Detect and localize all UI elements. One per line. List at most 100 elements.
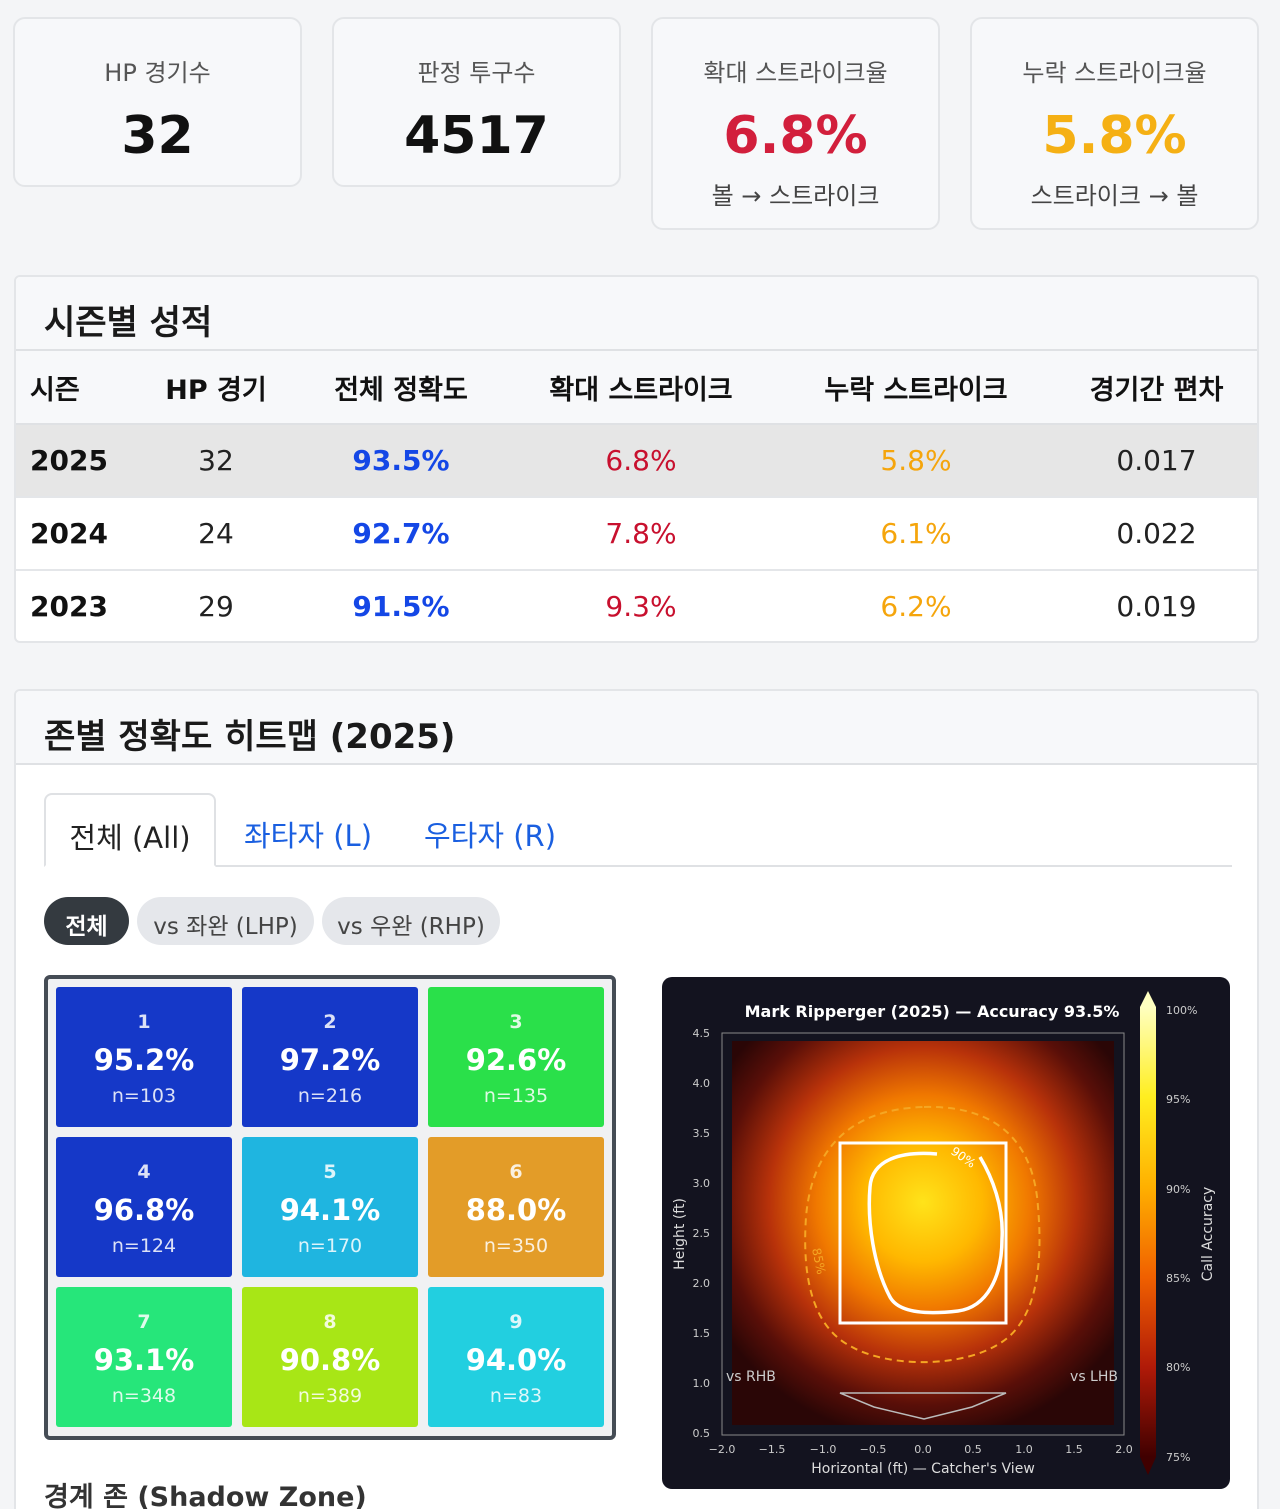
y-axis-label: Height (ft) bbox=[672, 1198, 688, 1270]
label-vs-lhb: vs LHB bbox=[1070, 1369, 1118, 1385]
cell-games: 29 bbox=[136, 570, 296, 641]
col-expanded: 확대 스트라이크 bbox=[506, 351, 776, 425]
x-tick: 0.0 bbox=[914, 1443, 932, 1456]
y-tick: 4.0 bbox=[693, 1077, 711, 1090]
x-tick: 2.0 bbox=[1115, 1443, 1133, 1456]
contour-90 bbox=[867, 1151, 1004, 1315]
accuracy-heatmap-chart: Mark Ripperger (2025) — Accuracy 93.5% 8… bbox=[662, 977, 1230, 1489]
y-tick: 0.5 bbox=[693, 1427, 711, 1440]
col-accuracy: 전체 정확도 bbox=[296, 351, 506, 425]
x-tick: −1.0 bbox=[810, 1443, 837, 1456]
split-tabs: 전체 (All) 좌타자 (L) 우타자 (R) bbox=[44, 793, 1232, 867]
zone-cell-2[interactable]: 2 97.2% n=216 bbox=[242, 987, 418, 1127]
contour-label-85: 85% bbox=[809, 1247, 828, 1276]
y-tick: 2.0 bbox=[693, 1277, 711, 1290]
stat-card-expanded-strike: 확대 스트라이크율 6.8% 볼 → 스트라이크 bbox=[651, 17, 940, 230]
colorbar bbox=[1140, 1007, 1156, 1457]
colorbar-tick: 100% bbox=[1166, 1004, 1197, 1017]
heatmap-surface bbox=[732, 1041, 1114, 1425]
heatmap-svg: Mark Ripperger (2025) — Accuracy 93.5% 8… bbox=[672, 991, 1216, 1477]
cell-accuracy: 92.7% bbox=[296, 497, 506, 571]
col-season: 시즌 bbox=[16, 351, 136, 425]
season-panel: 시즌별 성적 시즌 HP 경기 전체 정확도 확대 스트라이크 누락 스트라이크… bbox=[14, 275, 1259, 643]
cell-games: 32 bbox=[136, 424, 296, 498]
zone-number: 4 bbox=[137, 1161, 151, 1183]
cell-season: 2023 bbox=[16, 570, 136, 641]
zone-number: 5 bbox=[323, 1161, 337, 1183]
colorbar-top-arrow bbox=[1140, 991, 1156, 1007]
zone-accuracy: 92.6% bbox=[465, 1043, 567, 1077]
tab-right-batter[interactable]: 우타자 (R) bbox=[423, 819, 557, 853]
zone-count: n=83 bbox=[489, 1385, 543, 1407]
zone-number: 3 bbox=[509, 1011, 523, 1033]
col-games: HP 경기 bbox=[136, 351, 296, 425]
plot-frame bbox=[721, 1032, 1125, 1436]
zone-cell-6[interactable]: 6 88.0% n=350 bbox=[428, 1137, 604, 1277]
colorbar-tick: 90% bbox=[1166, 1183, 1190, 1196]
stat-card-pitches: 판정 투구수 4517 bbox=[332, 17, 621, 187]
zone-number: 6 bbox=[509, 1161, 523, 1183]
stat-value: 4517 bbox=[404, 106, 549, 166]
stat-sub: 스트라이크 → 볼 bbox=[1030, 182, 1199, 210]
cell-missed: 5.8% bbox=[776, 424, 1056, 498]
stat-label: 판정 투구수 bbox=[417, 59, 536, 87]
table-header-row: 시즌 HP 경기 전체 정확도 확대 스트라이크 누락 스트라이크 경기간 편차 bbox=[16, 351, 1257, 425]
cell-deviation: 0.019 bbox=[1056, 570, 1257, 641]
tab-all[interactable]: 전체 (All) bbox=[44, 793, 216, 867]
strike-zone-box bbox=[838, 1141, 1008, 1325]
zone-number: 8 bbox=[323, 1311, 337, 1333]
stat-value: 32 bbox=[121, 106, 194, 166]
zone-count: n=103 bbox=[111, 1085, 177, 1107]
cell-accuracy: 91.5% bbox=[296, 570, 506, 641]
zone-cell-3[interactable]: 3 92.6% n=135 bbox=[428, 987, 604, 1127]
stat-card-missed-strike: 누락 스트라이크율 5.8% 스트라이크 → 볼 bbox=[970, 17, 1259, 230]
pill-vs-lhp[interactable]: vs 좌완 (LHP) bbox=[137, 897, 314, 945]
stat-value: 5.8% bbox=[1042, 106, 1187, 166]
shadow-zone-title: 경계 존 (Shadow Zone) bbox=[44, 1482, 367, 1509]
stat-label: 누락 스트라이크율 bbox=[1022, 59, 1207, 87]
stat-label: 확대 스트라이크율 bbox=[703, 59, 888, 87]
zone-cell-4[interactable]: 4 96.8% n=124 bbox=[56, 1137, 232, 1277]
zone-cell-1[interactable]: 1 95.2% n=103 bbox=[56, 987, 232, 1127]
pill-all[interactable]: 전체 bbox=[44, 897, 129, 945]
chart-title: Mark Ripperger (2025) — Accuracy 93.5% bbox=[745, 1002, 1120, 1021]
y-tick: 4.5 bbox=[693, 1027, 711, 1040]
zone-cell-5[interactable]: 5 94.1% n=170 bbox=[242, 1137, 418, 1277]
tab-left-batter[interactable]: 좌타자 (L) bbox=[243, 819, 373, 853]
stat-label: HP 경기수 bbox=[104, 59, 211, 87]
zone-cell-7[interactable]: 7 93.1% n=348 bbox=[56, 1287, 232, 1427]
cell-season: 2025 bbox=[16, 424, 136, 498]
col-missed: 누락 스트라이크 bbox=[776, 351, 1056, 425]
zone-accuracy: 97.2% bbox=[279, 1043, 381, 1077]
zone-count: n=135 bbox=[483, 1085, 549, 1107]
zone-number: 2 bbox=[323, 1011, 337, 1033]
zone-count: n=348 bbox=[111, 1385, 177, 1407]
zone-number: 7 bbox=[137, 1311, 151, 1333]
x-tick: 1.5 bbox=[1065, 1443, 1083, 1456]
zone-count: n=124 bbox=[111, 1235, 177, 1257]
y-tick: 1.5 bbox=[693, 1327, 711, 1340]
y-tick: 3.0 bbox=[693, 1177, 711, 1190]
zone-accuracy: 93.1% bbox=[93, 1343, 195, 1377]
pill-vs-rhp[interactable]: vs 우완 (RHP) bbox=[322, 897, 500, 945]
x-tick: 0.5 bbox=[964, 1443, 982, 1456]
zone-cell-9[interactable]: 9 94.0% n=83 bbox=[428, 1287, 604, 1427]
colorbar-tick: 75% bbox=[1166, 1451, 1190, 1464]
x-tick: −2.0 bbox=[709, 1443, 736, 1456]
x-axis-label: Horizontal (ft) — Catcher's View bbox=[811, 1461, 1035, 1477]
x-tick: −0.5 bbox=[860, 1443, 887, 1456]
zone-count: n=350 bbox=[483, 1235, 549, 1257]
cell-missed: 6.2% bbox=[776, 570, 1056, 641]
cell-games: 24 bbox=[136, 497, 296, 571]
contour-85 bbox=[804, 1105, 1041, 1364]
zone-cell-8[interactable]: 8 90.8% n=389 bbox=[242, 1287, 418, 1427]
zone-number: 1 bbox=[137, 1011, 151, 1033]
label-vs-rhb: vs RHB bbox=[726, 1369, 776, 1385]
colorbar-tick: 95% bbox=[1166, 1093, 1190, 1106]
heatmap-panel: 존별 정확도 히트맵 (2025) 전체 (All) 좌타자 (L) 우타자 (… bbox=[14, 689, 1259, 1509]
cell-season: 2024 bbox=[16, 497, 136, 571]
home-plate bbox=[839, 1392, 1007, 1420]
zone-count: n=389 bbox=[297, 1385, 363, 1407]
stat-card-games: HP 경기수 32 bbox=[13, 17, 302, 187]
cell-expanded: 9.3% bbox=[506, 570, 776, 641]
